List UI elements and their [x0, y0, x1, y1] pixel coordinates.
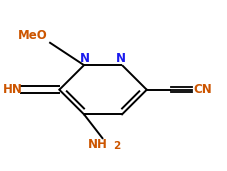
Text: N: N — [116, 52, 126, 65]
Text: MeO: MeO — [17, 29, 47, 42]
Text: 2: 2 — [113, 141, 120, 151]
Text: HN: HN — [3, 83, 23, 96]
Text: NH: NH — [87, 137, 107, 150]
Text: N: N — [80, 52, 90, 65]
Text: CN: CN — [193, 83, 212, 96]
